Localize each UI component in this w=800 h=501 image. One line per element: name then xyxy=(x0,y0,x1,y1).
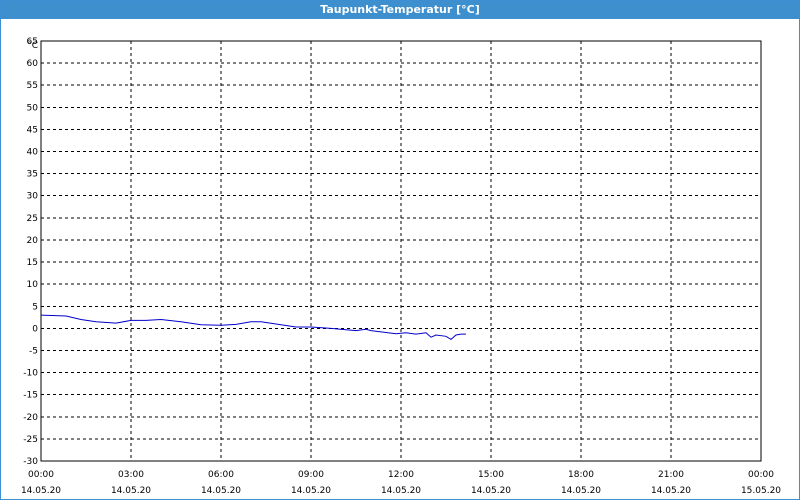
y-tick-label: 15 xyxy=(27,258,38,268)
chart-title: Taupunkt-Temperatur [°C] xyxy=(1,1,799,19)
y-tick-label: 30 xyxy=(27,192,39,202)
y-tick-label: -5 xyxy=(29,346,38,356)
y-tick-label: 55 xyxy=(27,81,38,91)
x-tick-time: 03:00 xyxy=(118,470,144,480)
y-axis-unit: °C xyxy=(27,41,38,51)
x-tick-date: 15.05.20 xyxy=(741,486,781,496)
y-tick-label: 60 xyxy=(27,59,39,69)
x-tick-date: 14.05.20 xyxy=(381,486,421,496)
y-tick-label: 45 xyxy=(27,125,38,135)
y-tick-label: 0 xyxy=(32,324,38,334)
x-tick-date: 14.05.20 xyxy=(651,486,691,496)
y-tick-label: 20 xyxy=(27,236,39,246)
y-tick-label: 50 xyxy=(27,103,39,113)
y-tick-label: -10 xyxy=(23,369,38,379)
x-tick-date: 14.05.20 xyxy=(471,486,511,496)
y-tick-label: 40 xyxy=(27,148,39,158)
y-tick-label: 25 xyxy=(27,214,38,224)
y-tick-label: -20 xyxy=(23,413,38,423)
x-tick-time: 00:00 xyxy=(748,470,774,480)
x-tick-date: 14.05.20 xyxy=(561,486,601,496)
x-tick-time: 18:00 xyxy=(568,470,594,480)
y-tick-label: -25 xyxy=(23,435,38,445)
series-line xyxy=(40,314,466,341)
x-tick-time: 00:00 xyxy=(28,470,54,480)
x-tick-date: 14.05.20 xyxy=(291,486,331,496)
x-tick-time: 09:00 xyxy=(298,470,324,480)
y-tick-label: 5 xyxy=(32,302,38,312)
y-tick-label: 65 xyxy=(27,37,38,47)
plot-border xyxy=(40,40,762,462)
y-tick-label: -30 xyxy=(23,457,38,467)
y-tick-label: 35 xyxy=(27,170,38,180)
x-tick-time: 12:00 xyxy=(388,470,414,480)
x-tick-time: 06:00 xyxy=(208,470,234,480)
x-tick-date: 14.05.20 xyxy=(201,486,241,496)
y-tick-label: 10 xyxy=(27,280,39,290)
x-tick-date: 14.05.20 xyxy=(21,486,61,496)
x-tick-time: 21:00 xyxy=(658,470,684,480)
y-tick-label: -15 xyxy=(23,391,38,401)
x-tick-time: 15:00 xyxy=(478,470,504,480)
x-tick-date: 14.05.20 xyxy=(111,486,151,496)
